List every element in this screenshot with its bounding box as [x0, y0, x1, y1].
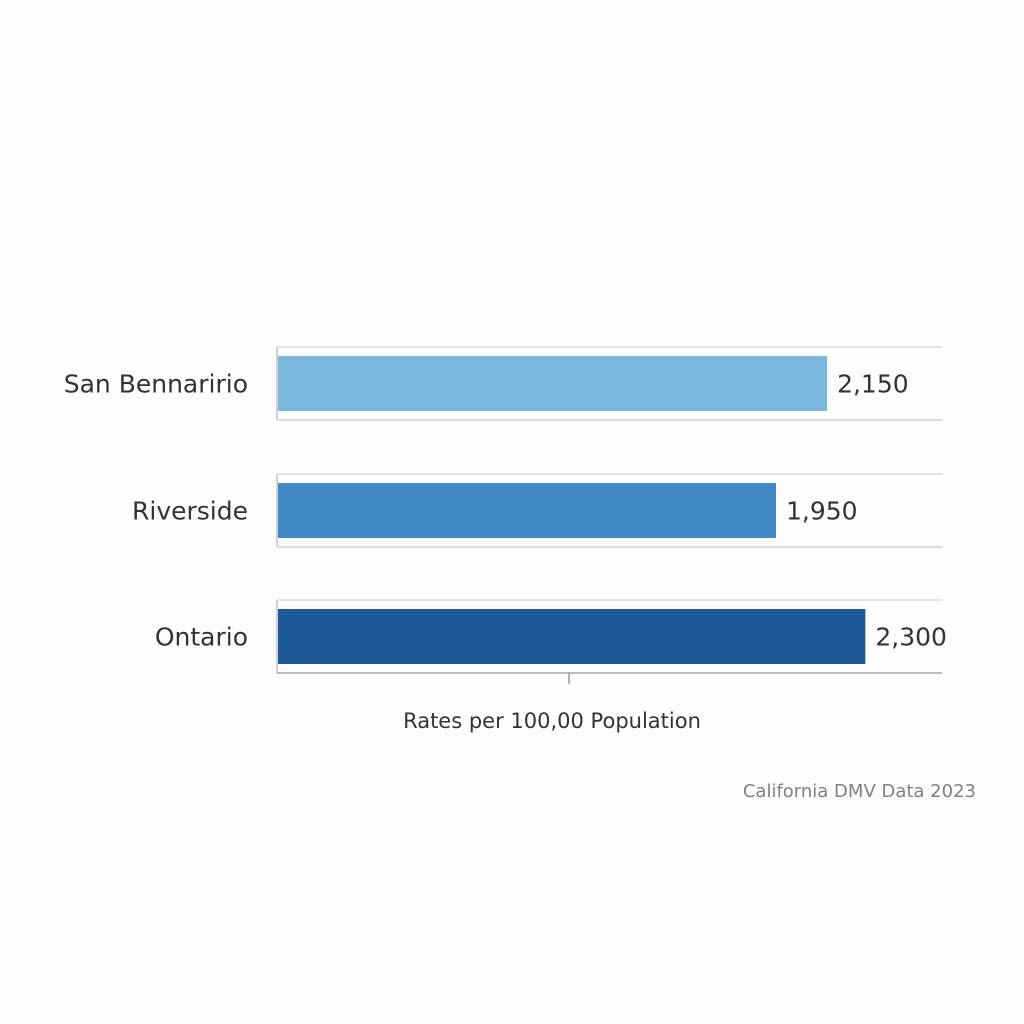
category-label: Riverside: [132, 497, 248, 526]
category-label: Ontario: [155, 623, 248, 652]
data-label: 1,950: [786, 497, 858, 526]
source-note: California DMV Data 2023: [743, 781, 976, 802]
category-label: San Bennaririo: [64, 370, 248, 399]
data-label: 2,300: [875, 623, 947, 652]
data-label: 2,150: [837, 370, 909, 399]
bar-0: [278, 356, 828, 411]
bar-2: [278, 609, 866, 664]
x-axis-label: Rates per 100,00 Population: [403, 709, 701, 733]
bar-1: [278, 483, 776, 538]
